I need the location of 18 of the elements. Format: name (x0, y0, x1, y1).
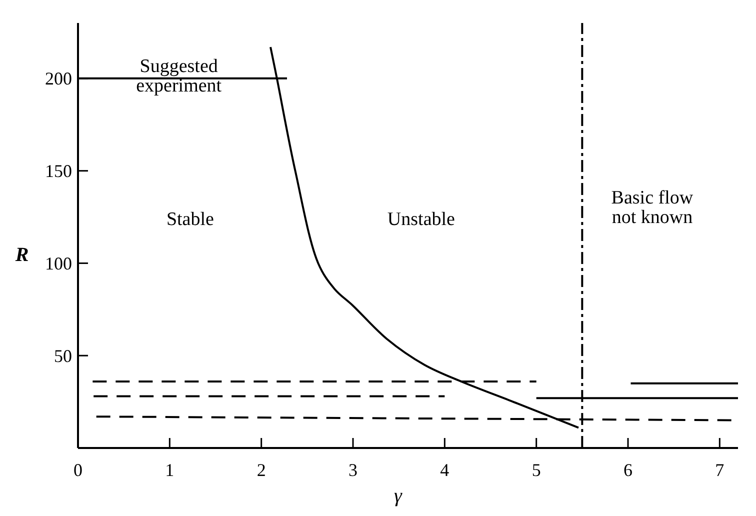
y-tick-label: 50 (54, 346, 72, 366)
y-tick-label: 200 (45, 68, 72, 89)
x-tick-label: 6 (624, 460, 632, 480)
x-tick-label: 3 (348, 460, 358, 480)
x-tick-label: 0 (74, 460, 82, 480)
y-axis-title: R (14, 244, 29, 266)
annotation: Suggested experiment (136, 56, 222, 96)
x-tick-label: 4 (440, 460, 450, 480)
annotation: Stable (166, 209, 214, 230)
x-tick-label: 5 (532, 460, 541, 480)
x-tick-label: 1 (165, 460, 174, 480)
y-tick-label: 100 (45, 254, 72, 274)
x-tick-label: 2 (256, 460, 266, 480)
y-tick-label: 150 (45, 161, 72, 182)
annotation: Unstable (387, 209, 455, 230)
x-tick-label: 7 (715, 460, 724, 480)
annotation: Basic flow not known (611, 188, 694, 228)
x-axis-title: γ (394, 485, 404, 507)
